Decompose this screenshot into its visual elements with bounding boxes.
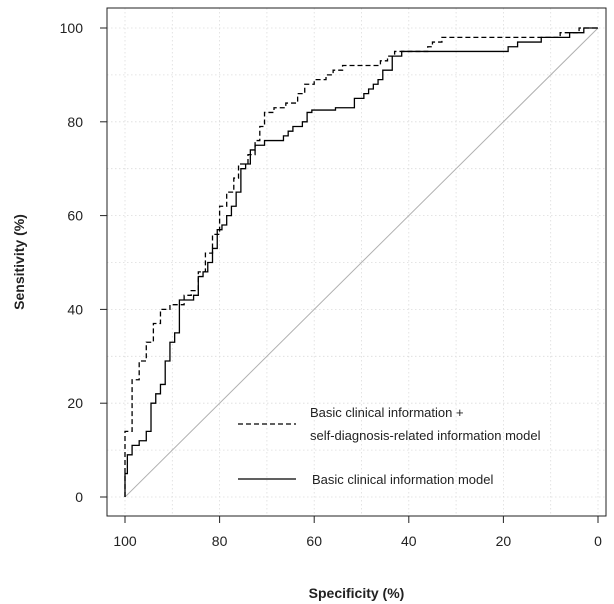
x-tick-label: 60 (306, 533, 322, 549)
y-tick-label: 0 (75, 489, 83, 505)
y-tick-label: 20 (67, 395, 83, 411)
legend-label-combined-model-line2: self-diagnosis-related information model (310, 428, 541, 443)
reference-diagonal-line (124, 27, 599, 498)
roc-curve-combined-model (124, 27, 598, 497)
grid (107, 8, 606, 516)
y-tick-label: 100 (60, 20, 84, 36)
roc-curve-basic-model (124, 27, 598, 497)
y-tick-label: 60 (67, 208, 83, 224)
x-tick-label: 0 (594, 533, 602, 549)
y-tick-label: 40 (67, 301, 83, 317)
x-tick-label: 40 (401, 533, 417, 549)
y-tick-label: 80 (67, 114, 83, 130)
legend: Basic clinical information + self-diagno… (238, 405, 541, 487)
series-layer (124, 27, 598, 497)
plot-frame (106, 7, 607, 517)
y-axis-title: Sensitivity (%) (11, 214, 27, 310)
x-axis: 100 80 60 40 20 0 (113, 516, 602, 549)
legend-label-basic-model: Basic clinical information model (312, 472, 493, 487)
x-tick-label: 80 (212, 533, 228, 549)
x-tick-label: 20 (496, 533, 512, 549)
x-tick-label: 100 (113, 533, 137, 549)
y-axis: 0 20 40 60 80 100 (60, 20, 107, 505)
legend-label-combined-model-line1: Basic clinical information + (310, 405, 464, 420)
x-axis-title: Specificity (%) (309, 585, 405, 601)
